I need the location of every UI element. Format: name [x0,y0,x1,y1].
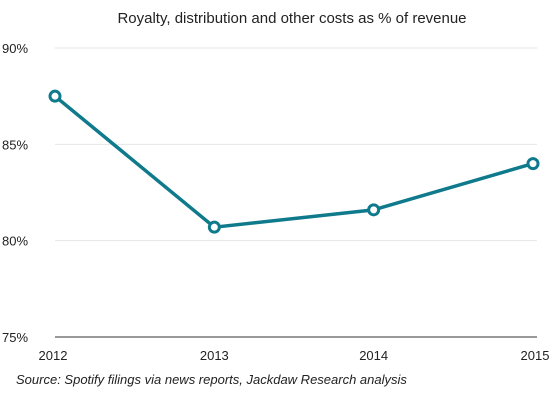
x-tick-label: 2013 [200,348,229,363]
x-tick-label: 2012 [39,348,68,363]
y-tick-label: 75% [2,330,28,345]
x-tick-label: 2014 [359,348,388,363]
data-point [367,203,381,217]
series-line [53,94,535,229]
axes: 75% 80% 85% 90% 2012 2013 2014 2015 [2,41,549,363]
chart-title: Royalty, distribution and other costs as… [117,10,466,27]
data-point [48,89,62,103]
y-tick-label: 80% [2,234,28,249]
y-tick-label: 85% [2,137,28,152]
source-note: Source: Spotify filings via news reports… [16,372,407,387]
data-point [526,157,540,171]
series [48,89,540,234]
data-point [207,220,221,234]
y-tick-label: 90% [2,41,28,56]
gridlines [55,47,537,242]
x-tick-label: 2015 [521,348,550,363]
